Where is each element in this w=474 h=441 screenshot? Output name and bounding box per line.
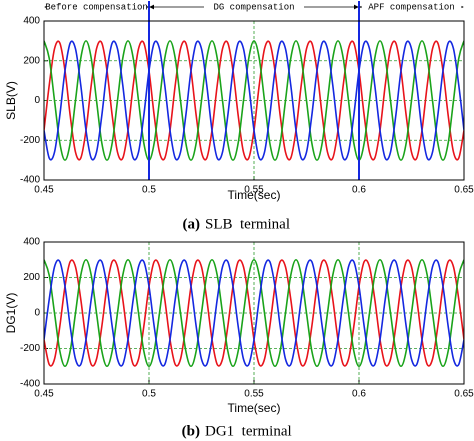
caption-label: (a) bbox=[183, 216, 201, 232]
region-label-bg bbox=[361, 1, 462, 13]
y-tick-label: 400 bbox=[23, 16, 40, 27]
region-label-bg bbox=[46, 1, 147, 13]
caption: DG1 terminal bbox=[205, 423, 292, 439]
x-tick-label: 0.55 bbox=[244, 389, 264, 400]
x-axis-label: Time(sec) bbox=[228, 401, 281, 415]
x-axis-label: Time(sec) bbox=[228, 188, 281, 202]
x-tick-label: 0.55 bbox=[244, 185, 264, 196]
y-tick-label: 200 bbox=[23, 55, 40, 66]
x-tick-label: 0.45 bbox=[34, 389, 54, 400]
series-line bbox=[44, 40, 464, 161]
y-tick-label: 0 bbox=[34, 95, 40, 106]
region-label-bg bbox=[204, 1, 304, 13]
x-tick-label: 0.65 bbox=[454, 185, 474, 196]
y-tick-label: -400 bbox=[20, 175, 40, 186]
y-tick-label: -200 bbox=[20, 135, 40, 146]
plot-frame bbox=[43, 241, 465, 385]
x-tick-label: 0.6 bbox=[352, 389, 366, 400]
caption-label: (b) bbox=[182, 423, 200, 439]
y-tick-label: 200 bbox=[23, 272, 40, 283]
x-tick-label: 0.45 bbox=[34, 185, 54, 196]
y-tick-label: 0 bbox=[34, 308, 40, 319]
caption: SLB terminal bbox=[205, 216, 290, 232]
x-tick-label: 0.6 bbox=[352, 185, 366, 196]
y-tick-label: -400 bbox=[20, 379, 40, 390]
x-tick-label: 0.5 bbox=[142, 389, 156, 400]
series-line bbox=[44, 259, 464, 367]
y-axis-label: DG1(V) bbox=[4, 293, 18, 334]
region-label: APF compensation bbox=[368, 2, 454, 12]
y-tick-label: -200 bbox=[20, 343, 40, 354]
region-label: DG compensation bbox=[213, 2, 294, 12]
y-tick-label: 400 bbox=[23, 237, 40, 248]
plot-frame bbox=[43, 20, 465, 181]
y-axis-label: SLB(V) bbox=[4, 81, 18, 120]
region-label: Before compensation bbox=[45, 2, 148, 12]
x-tick-label: 0.5 bbox=[142, 185, 156, 196]
x-tick-label: 0.65 bbox=[454, 389, 474, 400]
